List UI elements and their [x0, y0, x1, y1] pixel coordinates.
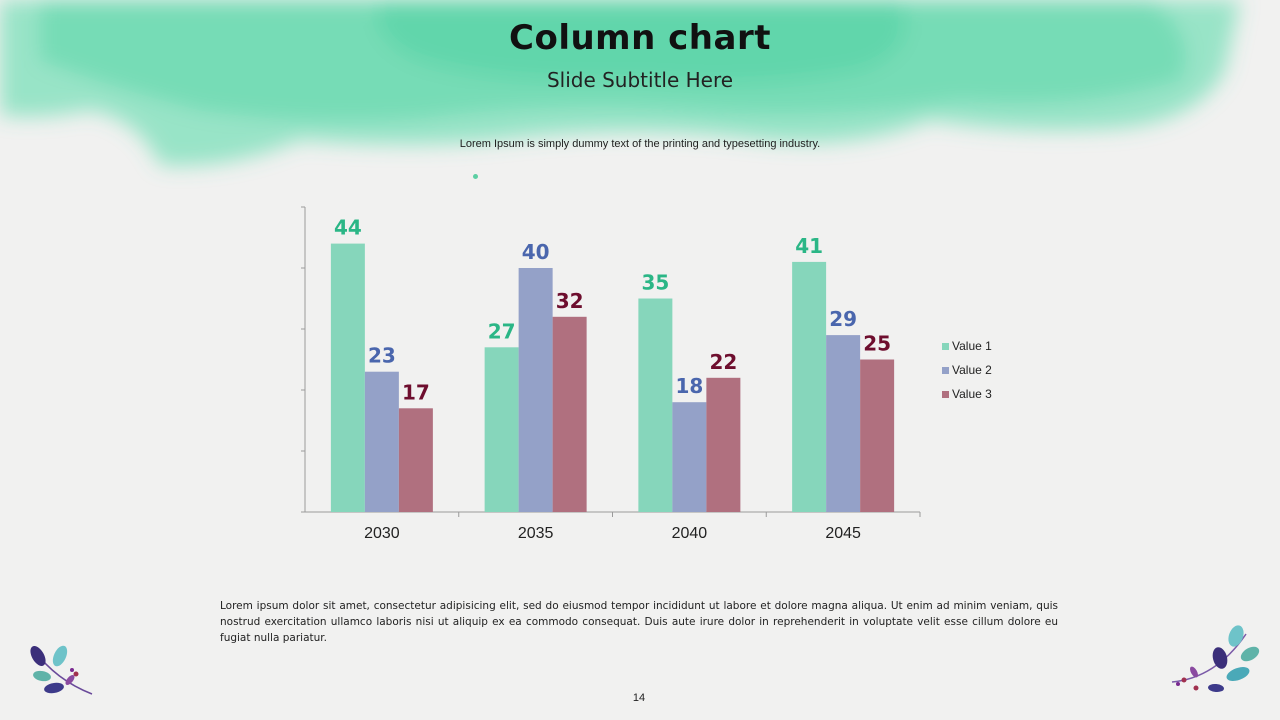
bar: [552, 316, 587, 512]
bar: [706, 377, 741, 512]
data-label: 44: [334, 216, 362, 240]
bar: [398, 408, 433, 512]
data-label: 22: [709, 350, 737, 374]
legend-label: Value 3: [952, 387, 992, 401]
leaf-branch-right-icon: [1171, 625, 1260, 693]
intro-text: Lorem Ipsum is simply dummy text of the …: [459, 138, 821, 150]
bar: [826, 335, 861, 512]
legend-swatch: [942, 391, 949, 398]
data-label: 41: [795, 234, 823, 258]
bar: [672, 402, 707, 512]
slide-title: Column chart: [509, 18, 771, 58]
bar: [860, 359, 895, 512]
data-label: 40: [522, 240, 550, 264]
data-label: 25: [863, 332, 891, 356]
data-label: 29: [829, 307, 857, 331]
data-label: 18: [675, 374, 703, 398]
x-tick-label: 2045: [825, 525, 861, 542]
decorative-dot: [473, 174, 478, 179]
bar: [330, 243, 365, 512]
page-number: 14: [632, 692, 646, 704]
bar: [518, 268, 553, 512]
bar: [484, 347, 519, 512]
bar: [364, 371, 399, 512]
data-label: 35: [641, 271, 669, 295]
legend-label: Value 2: [952, 363, 992, 377]
x-tick-label: 2030: [364, 525, 400, 542]
bar: [792, 261, 827, 512]
slide-subtitle: Slide Subtitle Here: [546, 68, 734, 92]
legend-label: Value 1: [952, 339, 992, 353]
data-label: 23: [368, 344, 396, 368]
data-label: 27: [488, 319, 516, 343]
data-label: 17: [402, 380, 430, 404]
legend-swatch: [942, 343, 949, 350]
legend-swatch: [942, 367, 949, 374]
x-tick-label: 2035: [518, 525, 554, 542]
body-text: Lorem ipsum dolor sit amet, consectetur …: [220, 600, 1058, 644]
data-label: 32: [556, 289, 584, 313]
bar: [638, 298, 673, 512]
leaf-branch-left-icon: [30, 645, 93, 695]
x-tick-label: 2040: [672, 525, 708, 542]
